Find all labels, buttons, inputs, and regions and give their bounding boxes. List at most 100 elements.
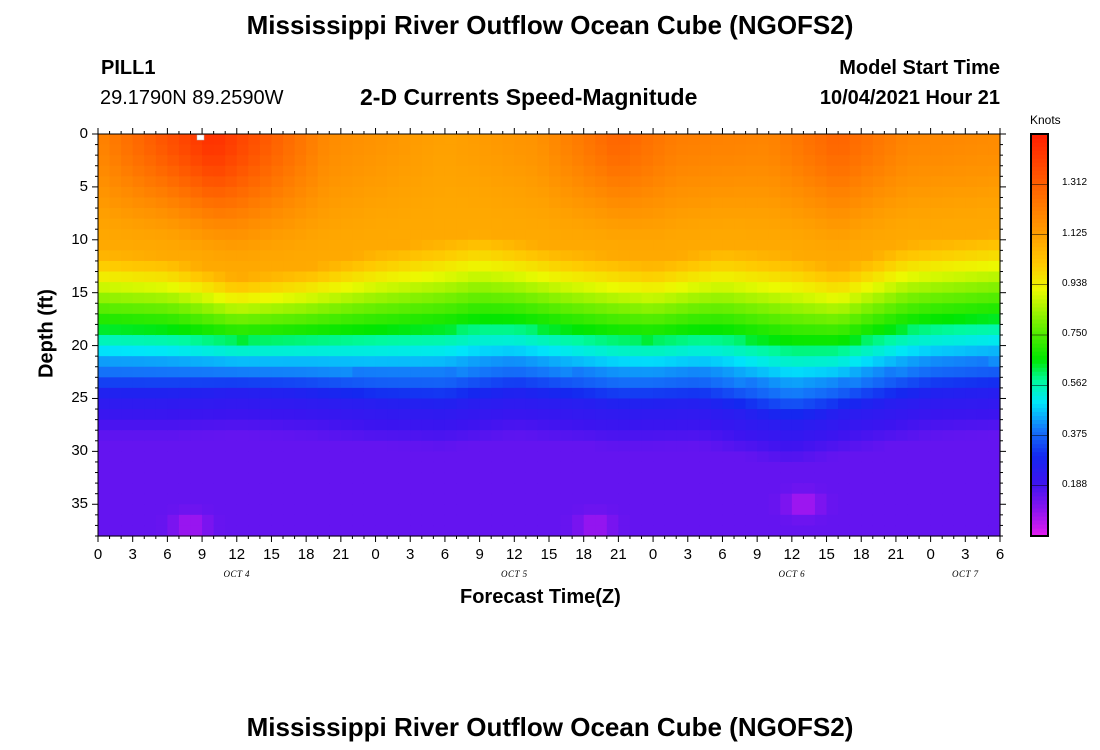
heatmap-cell xyxy=(653,419,666,431)
heatmap-cell xyxy=(791,398,805,410)
heatmap-cell xyxy=(248,155,261,167)
heatmap-cell xyxy=(826,525,839,537)
heatmap-cell xyxy=(444,514,458,527)
heatmap-cell xyxy=(306,218,319,230)
heatmap-cell xyxy=(259,409,273,421)
heatmap-cell xyxy=(976,260,990,273)
heatmap-cell xyxy=(734,461,747,474)
heatmap-cell xyxy=(144,176,157,188)
heatmap-cell xyxy=(919,165,932,177)
heatmap-cell xyxy=(167,335,180,347)
heatmap-cell xyxy=(433,483,446,495)
heatmap-cell xyxy=(560,419,573,431)
heatmap-cell xyxy=(398,504,411,516)
colorbar-segment xyxy=(1031,415,1048,421)
heatmap-cell xyxy=(595,525,608,537)
heatmap-cell xyxy=(132,250,145,262)
heatmap-cell xyxy=(710,218,724,230)
heatmap-cell xyxy=(121,197,134,209)
heatmap-cell xyxy=(930,356,943,368)
heatmap-cell xyxy=(884,282,897,294)
heatmap-cell xyxy=(930,250,943,262)
heatmap-cell xyxy=(98,229,111,241)
heatmap-cell xyxy=(225,229,238,241)
heatmap-cell xyxy=(421,229,434,241)
heatmap-cell xyxy=(803,229,816,241)
heatmap-cell xyxy=(294,324,307,336)
heatmap-cell xyxy=(895,229,909,241)
heatmap-cell xyxy=(930,409,943,421)
heatmap-cell xyxy=(167,313,180,326)
heatmap-cell xyxy=(595,239,608,251)
heatmap-cell xyxy=(583,186,596,199)
heatmap-cell xyxy=(514,356,527,368)
heatmap-cell xyxy=(803,250,816,262)
heatmap-cell xyxy=(930,197,943,209)
heatmap-cell xyxy=(329,461,342,474)
heatmap-cell xyxy=(953,377,966,389)
heatmap-cell xyxy=(676,134,689,146)
heatmap-cell xyxy=(942,451,955,463)
heatmap-cell xyxy=(271,324,284,336)
heatmap-cell xyxy=(525,440,539,452)
heatmap-cell xyxy=(583,387,596,400)
heatmap-cell xyxy=(375,430,388,442)
heatmap-cell xyxy=(340,134,354,146)
heatmap-cell xyxy=(988,313,1001,326)
heatmap-cell xyxy=(352,461,365,474)
heatmap-cell xyxy=(838,134,851,146)
heatmap-cell xyxy=(109,292,122,304)
heatmap-cell xyxy=(537,440,550,452)
heatmap-cell xyxy=(641,430,654,442)
heatmap-cell xyxy=(236,472,249,484)
heatmap-cell xyxy=(710,504,724,516)
heatmap-cell xyxy=(283,525,296,537)
heatmap-cell xyxy=(699,335,712,347)
heatmap-cell xyxy=(641,335,654,347)
heatmap-cell xyxy=(225,260,238,273)
heatmap-cell xyxy=(884,387,897,400)
heatmap-cell xyxy=(976,186,990,199)
heatmap-cell xyxy=(664,525,677,537)
heatmap-cell xyxy=(132,409,145,421)
heatmap-cell xyxy=(363,430,377,442)
heatmap-cell xyxy=(791,208,805,220)
heatmap-cell xyxy=(537,197,550,209)
heatmap-cell xyxy=(398,398,411,410)
colorbar-segment xyxy=(1031,290,1048,296)
heatmap-cell xyxy=(329,197,342,209)
y-tick-label: 30 xyxy=(71,442,88,460)
heatmap-cell xyxy=(178,186,192,199)
heatmap-cell xyxy=(641,419,654,431)
heatmap-cell xyxy=(525,176,539,188)
heatmap-cell xyxy=(872,134,885,146)
heatmap-cell xyxy=(768,144,781,156)
heatmap-cell xyxy=(236,239,249,251)
heatmap-cell xyxy=(606,483,619,495)
heatmap-cell xyxy=(479,155,492,167)
heatmap-cell xyxy=(641,525,654,537)
heatmap-cell xyxy=(976,229,990,241)
colorbar-segment xyxy=(1031,495,1048,501)
heatmap-cell xyxy=(317,176,330,188)
heatmap-cell xyxy=(757,324,770,336)
heatmap-cell xyxy=(965,345,978,357)
heatmap-cell xyxy=(895,292,909,304)
heatmap-cell xyxy=(121,419,134,431)
heatmap-cell xyxy=(236,144,249,156)
heatmap-cell xyxy=(676,250,689,262)
heatmap-cell xyxy=(976,303,990,315)
heatmap-cell xyxy=(468,377,481,389)
heatmap-cell xyxy=(155,387,168,400)
heatmap-cell xyxy=(225,504,238,516)
heatmap-cell xyxy=(340,208,354,220)
heatmap-cell xyxy=(907,208,920,220)
heatmap-cell xyxy=(155,451,168,463)
heatmap-cell xyxy=(468,250,481,262)
heatmap-cell xyxy=(814,451,828,463)
heatmap-cell xyxy=(155,239,168,251)
colorbar-segment xyxy=(1031,367,1048,372)
heatmap-cell xyxy=(144,345,157,357)
heatmap-cell xyxy=(537,155,550,167)
heatmap-cell xyxy=(676,430,689,442)
